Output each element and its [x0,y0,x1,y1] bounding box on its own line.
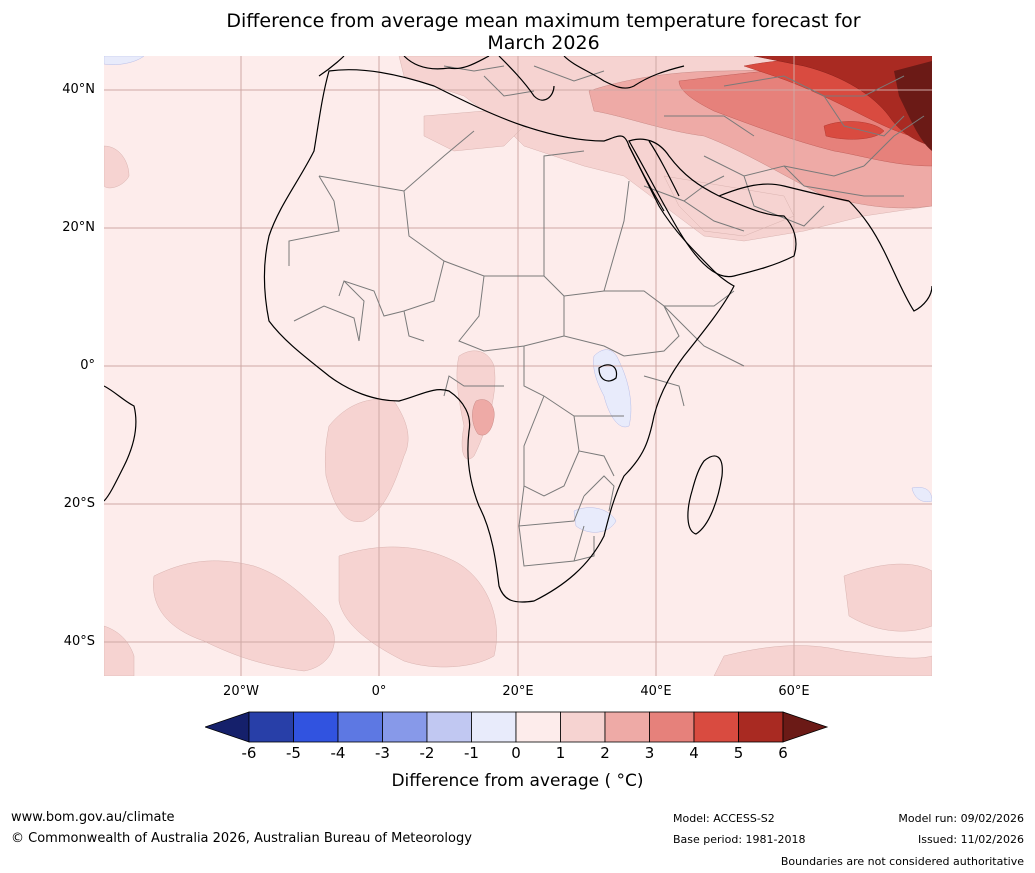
colorbar-label: Difference from average ( °C) [391,771,644,791]
colorbar-segment [248,711,294,743]
anomaly-5-6-regions [753,55,933,147]
colorbar-tick-label: 1 [555,744,566,762]
lon-label-40e: 40°E [640,684,672,699]
colorbar-tick-label: -1 [464,744,479,762]
colorbar [205,711,829,743]
colorbar-segment [426,711,472,743]
colorbar-tick-label: 4 [689,744,699,762]
lat-label-40s: 40°S [63,634,95,649]
footer-disclaimer: Boundaries are not considered authoritat… [780,855,1024,868]
colorbar-tick-label: -5 [286,744,301,762]
map-svg [103,55,933,677]
colorbar-extend-high [782,711,829,743]
colorbar-segment [515,711,561,743]
title-line-1: Difference from average mean maximum tem… [226,10,861,32]
lon-label-60e: 60°E [778,684,810,699]
colorbar-tick-label: -4 [330,744,346,762]
colorbar-tick-label: 5 [733,744,744,762]
colorbar-segment [649,711,695,743]
colorbar-segment [604,711,650,743]
footer-issued: Issued: 11/02/2026 [917,833,1024,846]
footer-model-run: Model run: 09/02/2026 [898,812,1024,825]
colorbar-segment [560,711,606,743]
colorbar-tick-label: 2 [600,744,610,762]
colorbar-tick-label: 6 [778,744,788,762]
colorbar-tick-label: 0 [511,744,521,762]
colorbar-segment [471,711,517,743]
colorbar-tick-label: -3 [375,744,390,762]
title-line-2: March 2026 [487,32,600,54]
colorbar-segment [693,711,739,743]
colorbar-tick-label: 3 [644,744,655,762]
lon-label-20w: 20°W [223,684,259,699]
lat-label-0: 0° [80,358,95,373]
footer-model: Model: ACCESS-S2 [673,812,775,825]
lat-label-20n: 20°N [62,220,95,235]
colorbar-extend-low [205,711,250,743]
coastlines [103,55,933,603]
lon-label-20e: 20°E [502,684,534,699]
lon-label-0: 0° [371,684,387,699]
anomaly-negative-regions [103,55,933,533]
graticule [104,56,932,676]
colorbar-segment [382,711,428,743]
colorbar-segment [293,711,339,743]
footer-url[interactable]: www.bom.gov.au/climate [11,810,175,825]
lat-label-40n: 40°N [62,82,95,97]
colorbar-tick-label: -2 [419,744,435,762]
lat-label-20s: 20°S [63,496,95,511]
colorbar-segment [337,711,383,743]
forecast-map [103,55,933,677]
country-borders [288,65,925,567]
footer-copyright: © Commonwealth of Australia 2026, Austra… [11,831,472,846]
chart-title: Difference from average mean maximum tem… [0,10,1035,54]
footer-base-period: Base period: 1981-2018 [673,833,806,846]
colorbar-tick-label: -6 [241,744,257,762]
anomaly-over-6-regions [894,61,932,151]
colorbar-segment [738,711,784,743]
